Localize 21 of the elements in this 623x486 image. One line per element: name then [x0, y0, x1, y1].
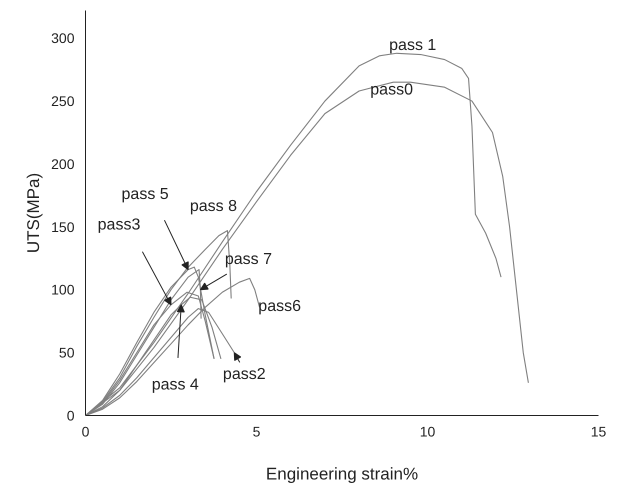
annotation: pass2: [222, 366, 266, 384]
annotation: pass3: [98, 216, 140, 234]
y-tick-label: 300: [51, 30, 75, 46]
y-tick-label: 250: [51, 93, 75, 110]
annotation: pass 1: [389, 36, 436, 54]
annotation: pass 8: [190, 198, 238, 216]
annotation: pass 4: [152, 376, 199, 394]
y-tick-label: 100: [51, 282, 75, 298]
x-tick-label: 10: [420, 424, 436, 440]
x-tick-label: 0: [82, 424, 90, 440]
y-tick-label: 200: [51, 156, 75, 172]
y-axis-title: UTS(MPa): [24, 172, 44, 254]
x-tick-label: 15: [590, 424, 606, 440]
annotation: pass0: [370, 81, 414, 98]
y-tick-label: 0: [66, 408, 75, 424]
y-tick-label: 50: [58, 344, 75, 361]
y-tick-label: 150: [51, 218, 75, 235]
annotation: pass 5: [122, 186, 169, 204]
x-axis-title: Engineering strain%: [266, 464, 418, 484]
x-tick-label: 5: [252, 424, 261, 440]
annotation: pass6: [258, 298, 302, 315]
